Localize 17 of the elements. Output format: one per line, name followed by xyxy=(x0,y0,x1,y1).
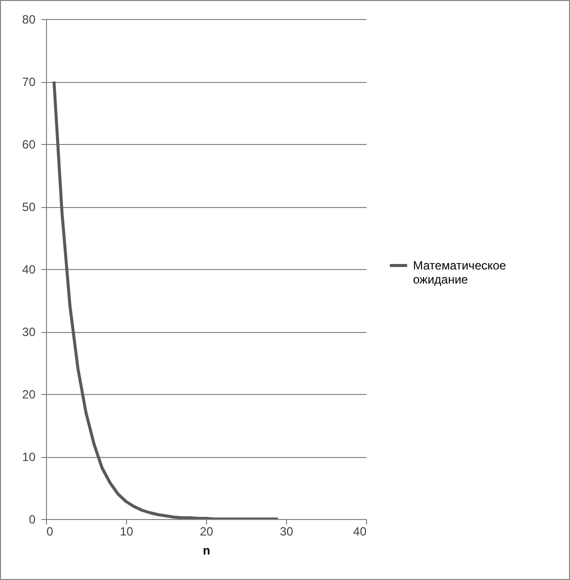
y-tick-label: 30 xyxy=(22,325,36,339)
x-tick-label: 20 xyxy=(200,524,214,538)
x-axis-title: n xyxy=(202,544,210,558)
legend-label: Математическое ожидание xyxy=(413,258,506,286)
y-tick-label: 20 xyxy=(22,388,36,402)
y-tick-label: 60 xyxy=(22,138,36,152)
x-tick-label: 0 xyxy=(46,524,54,538)
y-tick-label: 0 xyxy=(28,512,36,526)
y-tick-label: 80 xyxy=(22,12,36,26)
y-tick-label: 50 xyxy=(22,200,36,214)
x-tick-label: 30 xyxy=(280,524,294,538)
x-tick-label: 40 xyxy=(353,524,367,538)
y-tick-label: 70 xyxy=(22,75,36,89)
line-series xyxy=(52,80,280,519)
x-tick-label: 10 xyxy=(120,524,134,538)
y-tick-label: 40 xyxy=(22,262,36,276)
y-tick-label: 10 xyxy=(22,450,36,464)
